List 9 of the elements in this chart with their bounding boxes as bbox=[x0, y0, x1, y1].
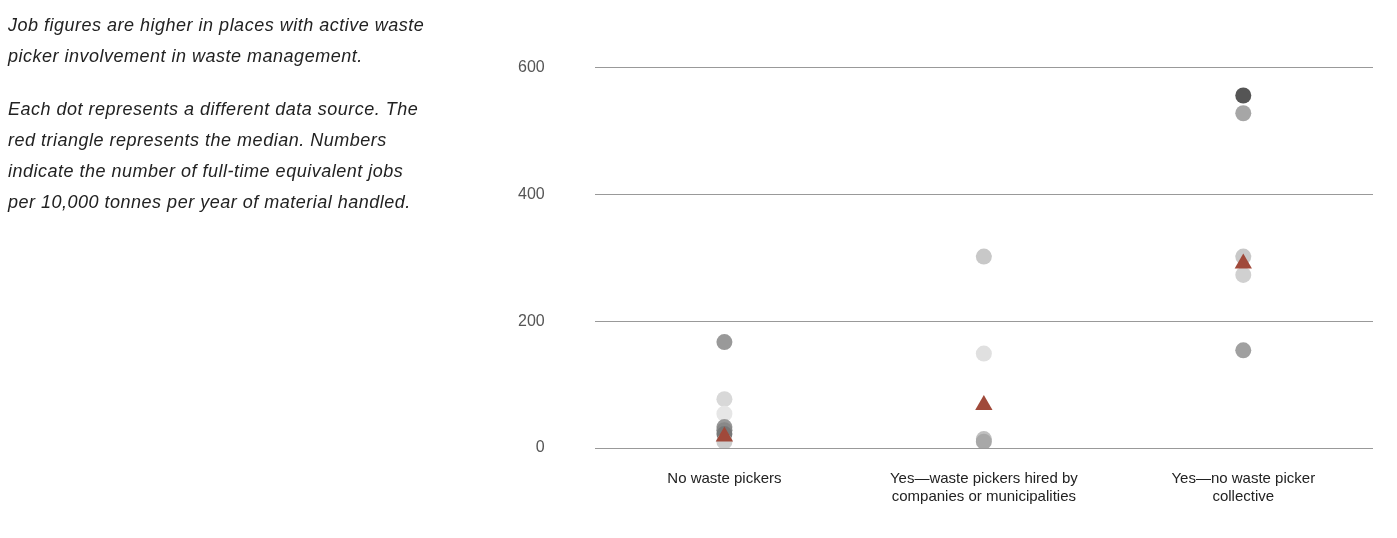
x-tick-label: Yes—no waste picker collective bbox=[1171, 469, 1316, 505]
y-tick-label: 600 bbox=[517, 58, 545, 76]
text: Job figures are higher in places with active waste picker involvement in waste management. bbox=[8, 14, 426, 68]
y-tick-label: 200 bbox=[517, 311, 545, 329]
y-tick-label: 400 bbox=[517, 184, 545, 202]
x-tick-label: Yes—waste pickers hired by companies or municipalities bbox=[889, 469, 1079, 505]
x-tick-label: No waste pickers bbox=[667, 469, 782, 487]
y-tick-label: 0 bbox=[535, 438, 545, 456]
text: Each dot represents a different data source. The red triangle represents the median. Numbers indicate the number of full-time equivalent jobs per 10,000 tonnes per year of material handled. bbox=[8, 98, 420, 214]
